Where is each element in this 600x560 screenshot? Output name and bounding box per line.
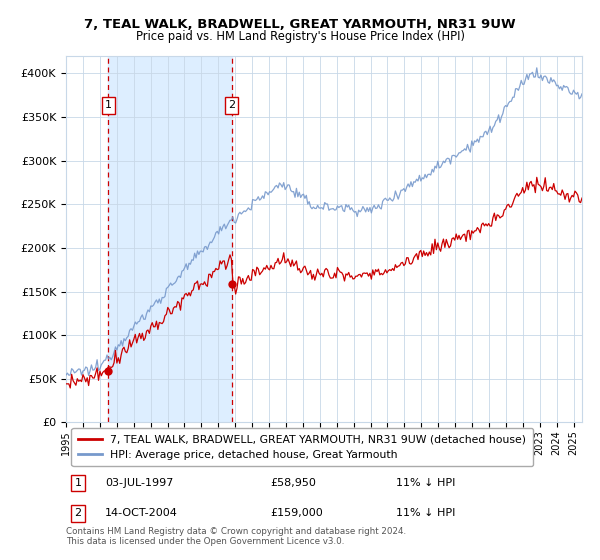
Text: 11% ↓ HPI: 11% ↓ HPI: [396, 478, 455, 488]
Text: Contains HM Land Registry data © Crown copyright and database right 2024.
This d: Contains HM Land Registry data © Crown c…: [66, 526, 406, 546]
Text: 7, TEAL WALK, BRADWELL, GREAT YARMOUTH, NR31 9UW: 7, TEAL WALK, BRADWELL, GREAT YARMOUTH, …: [84, 18, 516, 31]
Text: Price paid vs. HM Land Registry's House Price Index (HPI): Price paid vs. HM Land Registry's House …: [136, 30, 464, 43]
Text: 1: 1: [74, 478, 82, 488]
Text: 1: 1: [105, 100, 112, 110]
Bar: [108, 56, 232, 422]
Text: 2: 2: [228, 100, 235, 110]
Text: 03-JUL-1997: 03-JUL-1997: [105, 478, 173, 488]
Text: £159,000: £159,000: [270, 508, 323, 519]
Text: 14-OCT-2004: 14-OCT-2004: [105, 508, 178, 519]
Legend: 7, TEAL WALK, BRADWELL, GREAT YARMOUTH, NR31 9UW (detached house), HPI: Average : 7, TEAL WALK, BRADWELL, GREAT YARMOUTH, …: [71, 428, 533, 466]
Text: £58,950: £58,950: [270, 478, 316, 488]
Text: 2: 2: [74, 508, 82, 519]
Text: 11% ↓ HPI: 11% ↓ HPI: [396, 508, 455, 519]
